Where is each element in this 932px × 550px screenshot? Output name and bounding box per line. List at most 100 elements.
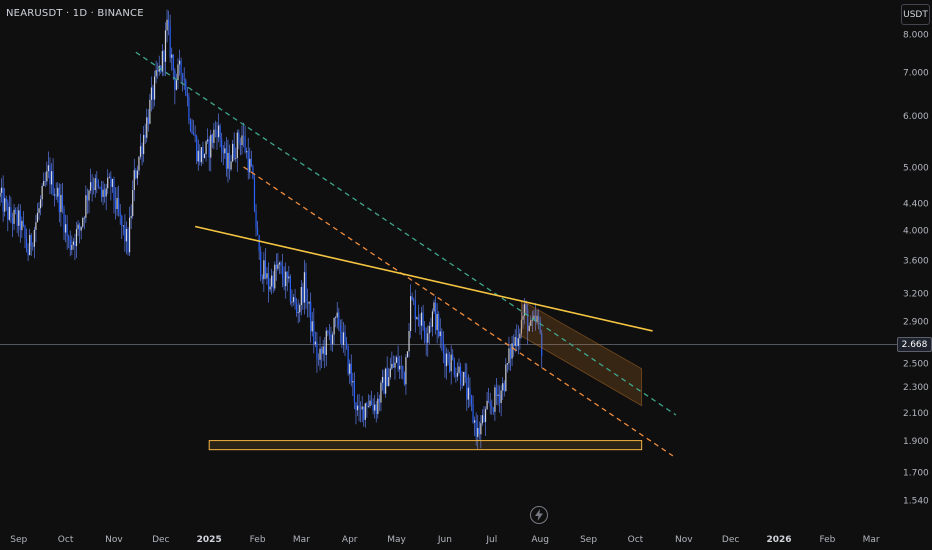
candle-body <box>428 325 430 334</box>
candle-body <box>157 70 159 72</box>
candle-body <box>347 346 349 374</box>
y-tick-label: 1.700 <box>903 469 929 479</box>
candle-body <box>453 360 455 375</box>
candle-body <box>147 117 149 124</box>
candle-body <box>360 408 362 410</box>
candle-body <box>364 403 366 420</box>
candle-body <box>75 229 78 247</box>
candle-body <box>369 400 371 406</box>
candle-body <box>375 404 377 415</box>
candle-body <box>21 220 23 231</box>
candle-body <box>470 395 473 404</box>
candle-body <box>128 217 131 253</box>
candle-body <box>200 147 202 163</box>
y-tick-label: 2.300 <box>903 383 929 393</box>
candle-body <box>447 353 449 363</box>
y-tick-label: 4.400 <box>903 200 929 210</box>
candle-body <box>372 404 374 411</box>
candle-body <box>255 210 257 229</box>
y-tick-label: 1.540 <box>903 497 929 507</box>
candle-body <box>258 235 260 252</box>
candle-body <box>108 176 110 178</box>
candle-body <box>217 125 220 138</box>
candle-body <box>491 406 493 408</box>
candle-body <box>133 170 135 191</box>
candle-body <box>445 353 448 367</box>
candle-body <box>7 202 9 220</box>
candle-body <box>105 188 107 197</box>
candle-body <box>466 377 468 400</box>
candle-body <box>450 354 452 372</box>
candle-body <box>280 262 282 267</box>
candle-body <box>474 420 476 423</box>
candle-body <box>336 312 338 318</box>
currency-button[interactable]: USDT <box>901 4 930 25</box>
candle-body <box>478 427 480 435</box>
x-tick-label: Jul <box>485 535 497 545</box>
candle-body <box>506 363 508 365</box>
y-tick-label: 4.000 <box>903 227 929 237</box>
candle-body <box>27 248 29 256</box>
candle-body <box>238 132 240 144</box>
candle-body <box>495 387 498 396</box>
candle-body <box>74 241 76 247</box>
candle-body <box>339 325 341 332</box>
candle-body <box>85 195 87 218</box>
candle-body <box>127 228 129 253</box>
x-tick-label: Oct <box>628 535 644 545</box>
candle-body <box>469 387 471 396</box>
candle-body <box>266 273 268 279</box>
candle-body <box>155 70 157 77</box>
candle-body <box>189 120 192 131</box>
candle-body <box>531 319 533 321</box>
candle-body <box>413 299 415 301</box>
candle-body <box>452 354 454 361</box>
candle-body <box>283 278 285 287</box>
candle-body <box>403 371 405 385</box>
candle-body <box>483 415 485 422</box>
price-axis[interactable]: 8.000 7.000 6.000 5.000 4.400 4.000 3.600 3.200… <box>903 31 929 507</box>
candle-body <box>461 383 463 386</box>
candle-body <box>169 25 171 58</box>
candle-body <box>49 165 51 185</box>
candle-body <box>486 400 488 410</box>
candle-body <box>224 148 226 154</box>
candle-body <box>414 300 416 320</box>
candle-body <box>289 276 291 303</box>
candle-body <box>124 225 126 242</box>
replay-button[interactable] <box>530 506 548 524</box>
candle-body <box>71 245 73 250</box>
candle-body <box>530 320 532 326</box>
symbol-title[interactable]: NEARUSDT · 1D · BINANCE <box>6 8 144 19</box>
candle-body <box>233 143 235 159</box>
candle-body <box>455 374 457 377</box>
candle-body <box>391 363 393 369</box>
candle-body <box>130 216 132 218</box>
candle-body <box>294 297 296 304</box>
candle-body <box>33 229 35 247</box>
x-tick-label: Nov <box>675 535 693 545</box>
orange-dashed-trendline <box>243 166 674 457</box>
candle-body <box>32 246 34 248</box>
candle-body <box>172 54 174 71</box>
candle-body <box>385 368 387 394</box>
candle-body <box>25 238 28 249</box>
candle-body <box>64 224 67 233</box>
candle-body <box>230 161 232 170</box>
candle-body <box>66 224 68 237</box>
candle-body <box>250 158 252 167</box>
candle-body <box>458 366 460 373</box>
candle-body <box>235 157 237 159</box>
candle-body <box>138 156 140 171</box>
candle-body <box>18 210 20 226</box>
y-tick-label: 8.000 <box>903 31 929 41</box>
x-tick-label: Dec <box>152 535 169 545</box>
y-tick-label: 2.500 <box>903 359 929 369</box>
candle-body <box>431 311 434 327</box>
candle-body <box>392 363 395 368</box>
candle-body <box>456 372 459 377</box>
candle-body <box>494 387 496 412</box>
y-tick-label: 1.900 <box>903 437 929 447</box>
time-axis[interactable]: Sep Oct Nov Dec 2025 Feb Mar Apr May Jun Jul Aug Sep… <box>10 535 880 545</box>
